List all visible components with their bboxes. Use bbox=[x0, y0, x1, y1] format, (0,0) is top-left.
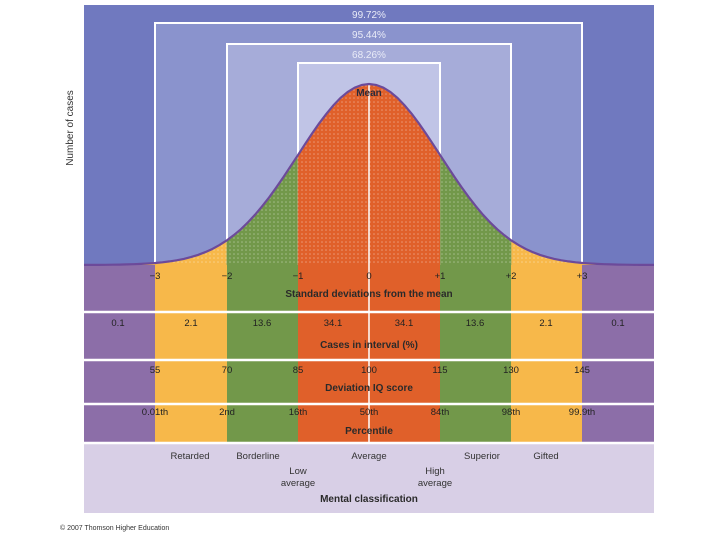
lower-band-yellow-right bbox=[511, 265, 582, 443]
class-label-borderline: Borderline bbox=[236, 451, 279, 462]
bracket-label-68-26: 68.26% bbox=[352, 50, 386, 61]
cases-label-1: 0.1 bbox=[111, 318, 124, 329]
cases-in-interval-labels: 0.1 2.1 13.6 34.1 34.1 13.6 2.1 0.1 bbox=[111, 318, 624, 329]
y-axis-label: Number of cases bbox=[65, 90, 76, 166]
class-label-superior: Superior bbox=[464, 451, 500, 462]
iq-label-145: 145 bbox=[574, 365, 590, 376]
percentile-label-0-01: 0.01th bbox=[142, 407, 168, 418]
cases-label-4: 34.1 bbox=[324, 318, 343, 329]
cases-label-2: 2.1 bbox=[184, 318, 197, 329]
classification-labels: Retarded Borderline Low average Average H… bbox=[170, 451, 558, 489]
percentile-labels: 0.01th 2nd 16th 50th 84th 98th 99.9th bbox=[142, 407, 595, 418]
iq-label-55: 55 bbox=[150, 365, 161, 376]
sd-label-minus2: −2 bbox=[222, 271, 233, 282]
class-label-low-average: Low average bbox=[281, 466, 315, 489]
lower-band-yellow-left bbox=[155, 265, 227, 443]
iq-row-title: Deviation IQ score bbox=[325, 383, 413, 394]
bell-curve-line bbox=[84, 82, 654, 266]
iq-score-labels: 55 70 85 100 115 130 145 bbox=[150, 365, 590, 376]
percentile-label-98: 98th bbox=[502, 407, 521, 418]
iq-label-85: 85 bbox=[293, 365, 304, 376]
lower-band-lavender bbox=[84, 443, 654, 513]
sd-row-title: Standard deviations from the mean bbox=[285, 289, 452, 300]
mean-label: Mean bbox=[356, 88, 382, 99]
sd-label-plus2: +2 bbox=[506, 271, 517, 282]
sd-tick-labels: −3 −2 −1 0 +1 +2 +3 bbox=[150, 271, 588, 282]
classification-row-title: Mental classification bbox=[320, 494, 418, 505]
class-label-retarded: Retarded bbox=[170, 451, 209, 462]
lower-band-green-right bbox=[440, 265, 511, 443]
sd-label-zero: 0 bbox=[366, 271, 371, 282]
row-separators bbox=[84, 310, 654, 445]
percentile-label-16: 16th bbox=[289, 407, 308, 418]
iq-label-115: 115 bbox=[432, 365, 447, 376]
percentile-label-50: 50th bbox=[360, 407, 379, 418]
sd-label-minus1: −1 bbox=[293, 271, 304, 282]
cases-label-3: 13.6 bbox=[253, 318, 272, 329]
cases-label-8: 0.1 bbox=[611, 318, 624, 329]
cases-label-5: 34.1 bbox=[395, 318, 414, 329]
cases-label-7: 2.1 bbox=[539, 318, 552, 329]
bracket-label-95-44: 95.44% bbox=[352, 30, 386, 41]
lower-band-green-left bbox=[227, 265, 298, 443]
iq-label-70: 70 bbox=[222, 365, 233, 376]
percentile-row-title: Percentile bbox=[345, 426, 393, 437]
percentile-label-2: 2nd bbox=[219, 407, 235, 418]
bracket-label-99-72: 99.72% bbox=[352, 10, 386, 21]
class-label-high-average: High average bbox=[418, 466, 452, 489]
cases-label-6: 13.6 bbox=[466, 318, 485, 329]
cases-row-title: Cases in interval (%) bbox=[320, 340, 418, 351]
sd-label-minus3: −3 bbox=[150, 271, 161, 282]
copyright-notice: © 2007 Thomson Higher Education bbox=[60, 525, 170, 532]
percentile-label-84: 84th bbox=[431, 407, 450, 418]
percentile-label-99-9: 99.9th bbox=[569, 407, 595, 418]
sd-label-plus1: +1 bbox=[435, 271, 446, 282]
iq-label-100: 100 bbox=[361, 365, 377, 376]
sd-label-plus3: +3 bbox=[577, 271, 588, 282]
class-label-average: Average bbox=[351, 451, 386, 462]
iq-label-130: 130 bbox=[503, 365, 519, 376]
class-label-gifted: Gifted bbox=[533, 451, 558, 462]
